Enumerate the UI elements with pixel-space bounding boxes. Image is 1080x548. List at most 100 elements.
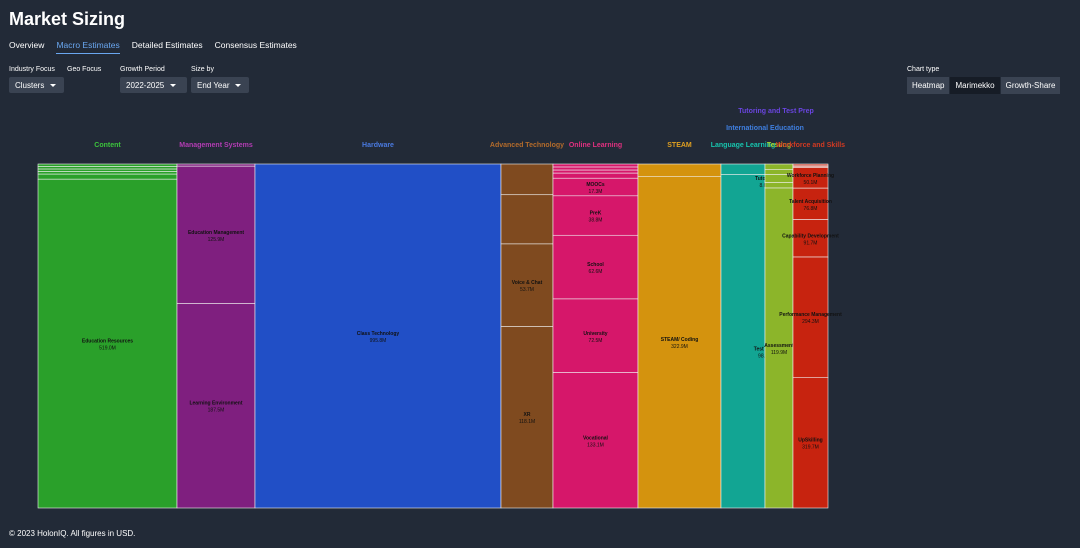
size-by-filter: Size by End Year xyxy=(191,66,249,93)
segment-workforce-and-skills-5 xyxy=(792,219,829,258)
segment-workforce-and-skills-6 xyxy=(792,256,829,378)
category-label-management-systems: Management Systems xyxy=(179,142,253,149)
category-label-workforce-and-skills: Workforce and Skills xyxy=(776,142,845,149)
segment-value: 133.1M xyxy=(587,442,604,448)
segment-label: School xyxy=(587,262,604,268)
segment-steam-0 xyxy=(637,163,722,177)
segment-content-2 xyxy=(37,168,178,172)
chart-type-toggle: Heatmap Marimekko Growth-Share xyxy=(907,77,1061,94)
industry-focus-select[interactable]: Clusters xyxy=(9,77,64,93)
size-by-select[interactable]: End Year xyxy=(191,77,249,93)
segment-online-learning-0 xyxy=(552,163,639,168)
segment-value: 91.7M xyxy=(804,240,818,246)
industry-focus-value: Clusters xyxy=(15,80,45,90)
chevron-down-icon xyxy=(50,83,57,87)
segment-online-learning-5 xyxy=(552,195,639,236)
growth-period-filter: Growth Period 2022-2025 xyxy=(120,66,187,93)
category-label-hardware: Hardware xyxy=(362,142,394,149)
category-label-online-learning: Online Learning xyxy=(569,142,622,149)
segment-content-1 xyxy=(37,166,178,170)
segment-value: 119.9M xyxy=(771,350,787,356)
segment-label: UpSkilling xyxy=(798,438,822,444)
marimekko-button[interactable]: Marimekko xyxy=(949,77,1000,94)
segment-online-learning-3 xyxy=(552,172,639,179)
segment-value: 519.0M xyxy=(99,346,116,352)
size-by-value: End Year xyxy=(197,80,230,90)
segment-advanced-technology-1 xyxy=(500,194,554,245)
segment-label: University xyxy=(583,331,607,337)
industry-focus-filter: Industry Focus Clusters xyxy=(9,66,64,93)
segment-label: Workforce Planning xyxy=(787,173,834,179)
segment-testing-0 xyxy=(764,163,794,170)
segment-management-systems-2 xyxy=(176,303,256,509)
segment-label: Capability Development xyxy=(782,233,839,239)
segment-workforce-and-skills-4 xyxy=(792,187,829,220)
segment-value: 76.8M xyxy=(804,206,818,212)
category-label-content: Content xyxy=(94,142,121,149)
segment-value: 322.9M xyxy=(671,344,688,350)
segment-value: 53.7M xyxy=(520,287,534,293)
segment-value: 50.1M xyxy=(804,180,818,186)
category-label-advanced-technology: Advanced Technology xyxy=(490,142,564,149)
segment-online-learning-7 xyxy=(552,298,639,373)
category-label-tutoring-and-test-prep: Tutoring and Test Prep xyxy=(738,108,814,115)
segment-value: 294.3M xyxy=(802,319,819,325)
segment-value: 187.5M xyxy=(208,408,225,414)
tab-consensus-estimates[interactable]: Consensus Estimates xyxy=(214,40,297,50)
segment-label: MOOCs xyxy=(586,182,605,188)
segment-content-5 xyxy=(37,178,178,509)
segment-label: Learning Environment xyxy=(189,401,242,407)
tab-bar: Overview Macro Estimates Detailed Estima… xyxy=(9,40,309,54)
segment-value: 125.9M xyxy=(208,237,225,243)
industry-focus-label: Industry Focus xyxy=(9,66,55,73)
segment-label: Voice & Chat xyxy=(512,280,543,286)
growth-share-button[interactable]: Growth-Share xyxy=(999,77,1061,94)
segment-online-learning-6 xyxy=(552,234,639,300)
growth-period-value: 2022-2025 xyxy=(126,80,165,90)
category-label-steam: STEAM xyxy=(667,142,692,149)
page-title: Market Sizing xyxy=(9,9,126,29)
segment-testing-3 xyxy=(764,182,794,189)
segment-workforce-and-skills-7 xyxy=(792,377,829,509)
segment-language-learning-1 xyxy=(720,174,766,509)
segment-online-learning-2 xyxy=(552,169,639,174)
tab-macro-estimates[interactable]: Macro Estimates xyxy=(56,40,120,54)
segment-value: 62.6M xyxy=(589,269,603,275)
segment-content-4 xyxy=(37,173,178,180)
segment-label: PreK xyxy=(590,211,602,217)
segment-label: Talent Acquisition xyxy=(789,199,832,205)
tab-overview[interactable]: Overview xyxy=(9,40,45,50)
segment-advanced-technology-3 xyxy=(500,326,554,509)
segment-label: XR xyxy=(524,412,531,418)
segment-online-learning-8 xyxy=(552,372,639,509)
segment-language-learning-0 xyxy=(720,163,766,175)
segment-label: Education Resources xyxy=(82,339,133,345)
chart-type-label: Chart type xyxy=(907,66,940,73)
growth-period-select[interactable]: 2022-2025 xyxy=(120,77,187,93)
tab-detailed-estimates[interactable]: Detailed Estimates xyxy=(131,40,203,50)
segment-label: STEAM/ Coding xyxy=(661,337,699,343)
segment-value: 995.8M xyxy=(370,338,387,344)
segment-label: Class Technology xyxy=(357,331,400,337)
geo-focus-filter: Geo Focus xyxy=(67,66,101,73)
growth-period-label: Growth Period xyxy=(120,66,165,73)
segment-management-systems-1 xyxy=(176,165,256,304)
segment-value: 72.5M xyxy=(589,338,603,344)
segment-online-learning-1 xyxy=(552,166,639,171)
category-label-international-education: International Education xyxy=(726,125,804,132)
segment-label: Education Management xyxy=(188,230,244,236)
segment-content-0 xyxy=(37,163,178,167)
segment-label: Performance Management xyxy=(779,312,842,318)
chevron-down-icon xyxy=(235,83,242,87)
geo-focus-label: Geo Focus xyxy=(67,66,102,73)
category-label-testing: Testing xyxy=(767,142,791,149)
heatmap-button[interactable]: Heatmap xyxy=(907,77,950,94)
segment-value: 38.8M xyxy=(589,218,603,224)
chevron-down-icon xyxy=(170,83,177,87)
segment-advanced-technology-2 xyxy=(500,243,554,327)
category-label-language-learning: Language Learning xyxy=(711,142,776,149)
segment-label: Vocational xyxy=(583,435,609,441)
segment-value: 319.7M xyxy=(802,445,819,451)
footer-copyright: © 2023 HolonIQ. All figures in USD. xyxy=(9,529,136,538)
